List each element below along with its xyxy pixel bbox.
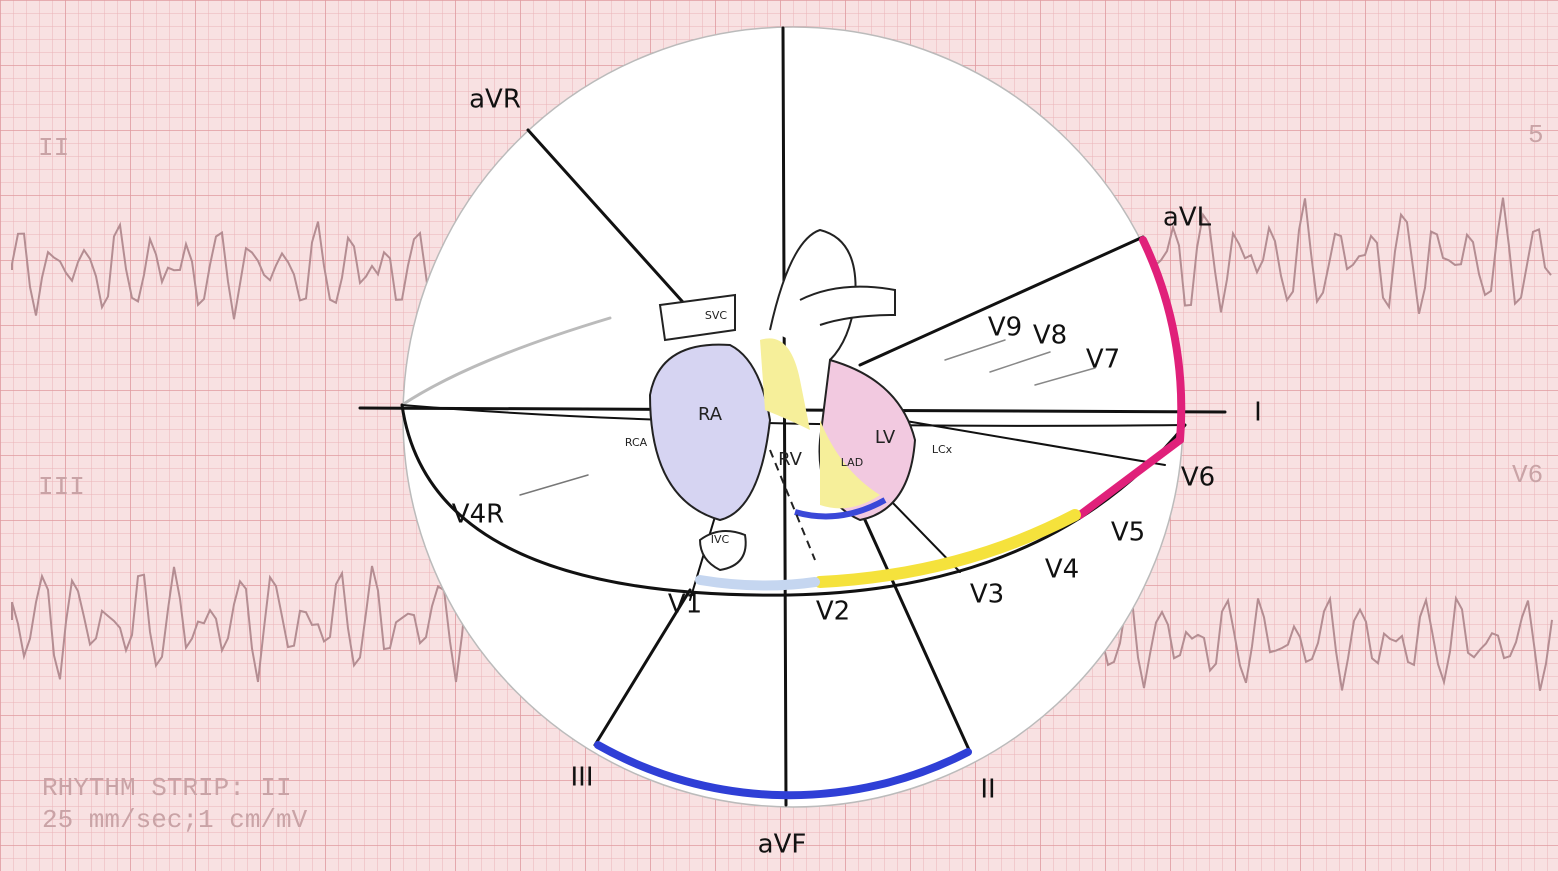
lead-label: V4R [452, 500, 504, 530]
arrow-V7 [1034, 367, 1096, 386]
lead-label: V7 [1086, 345, 1120, 375]
ecg-trace [1124, 197, 1552, 315]
heart-label: IVC [711, 533, 730, 546]
heart-label: LCx [932, 443, 953, 456]
lead-label: aVL [1163, 203, 1212, 233]
axis-V6 [899, 419, 1166, 466]
heart-label: LAD [841, 456, 863, 469]
rhythm-strip-text: 25 mm/sec;1 cm/mV [42, 805, 308, 835]
heart-label: RV [778, 449, 803, 470]
lead-label: II [980, 775, 995, 805]
lead-label: V5 [1111, 518, 1145, 548]
pulmonary-artery [799, 285, 896, 326]
right-atrium [648, 343, 772, 522]
lead-label: V4 [1045, 555, 1079, 585]
septal-territory [695, 575, 820, 591]
lead-label: aVR [469, 85, 521, 115]
axis-aVL [858, 235, 1145, 367]
lead-label: V2 [816, 597, 850, 627]
arrow-V4R [519, 474, 589, 496]
inferior-wall [794, 497, 887, 520]
axis-III [593, 588, 692, 747]
ecg-traces [11, 197, 1553, 691]
arrow-V8 [989, 351, 1051, 373]
axis-aVR [526, 128, 692, 312]
lead-label: III [570, 763, 593, 793]
heart-label: LV [875, 427, 896, 448]
background-lead-label: 5 [1528, 120, 1544, 150]
anterior-territory [814, 509, 1081, 588]
outflow [760, 338, 810, 430]
ecg-trace [1089, 595, 1553, 691]
upper-plane [400, 316, 612, 407]
ivc [698, 530, 747, 572]
arrow-V9 [944, 339, 1006, 361]
lead-label: aVF [758, 830, 807, 860]
heart-label: SVC [705, 309, 728, 322]
ecg-trace [11, 221, 439, 321]
lead-label: V1 [668, 590, 702, 620]
lead-label: V9 [988, 313, 1022, 343]
territories [594, 236, 1186, 800]
heart-label: RCA [625, 436, 648, 449]
lateral-territory [1076, 236, 1186, 519]
septum [820, 420, 880, 509]
svc [658, 293, 736, 342]
ecg-trace [11, 565, 499, 683]
background-lead-label: V6 [1512, 460, 1543, 490]
lead-label: V8 [1033, 321, 1067, 351]
axis-II [863, 518, 972, 754]
rhythm-strip-text: RHYTHM STRIP: II [42, 773, 292, 803]
lead-label: I [1254, 398, 1262, 428]
heart-label: RA [698, 404, 723, 425]
heart [648, 228, 917, 572]
inferior-territory [594, 741, 972, 800]
background-lead-label: II [38, 133, 69, 163]
background-lead-label: III [38, 472, 85, 502]
septal-line [769, 449, 816, 561]
lead-label: V6 [1181, 463, 1215, 493]
lead-label: V3 [970, 580, 1004, 610]
